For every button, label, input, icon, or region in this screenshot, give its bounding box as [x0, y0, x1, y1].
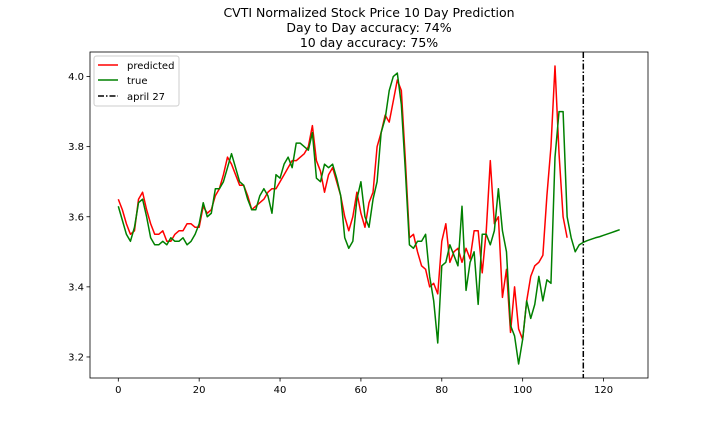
y-tick-label: 3.2 — [68, 352, 84, 363]
legend: predicted true april 27 — [93, 55, 180, 107]
plot-axes-frame — [89, 51, 649, 379]
chart-subtitle-10day-accuracy: 10 day accuracy: 75% — [300, 35, 438, 50]
x-axis-ticks: 0 20 40 60 80 100 120 — [115, 378, 613, 396]
y-tick-label: 4.0 — [68, 72, 84, 83]
x-tick-label: 60 — [355, 385, 368, 396]
chart-title: CVTI Normalized Stock Price 10 Day Predi… — [223, 5, 514, 20]
y-tick-label: 3.4 — [68, 282, 84, 293]
chart-subtitle-day-accuracy: Day to Day accuracy: 74% — [286, 20, 451, 35]
legend-label-april-27: april 27 — [127, 92, 165, 103]
legend-label-predicted: predicted — [127, 61, 174, 72]
y-tick-label: 3.6 — [68, 212, 84, 223]
x-tick-label: 100 — [513, 385, 532, 396]
y-tick-label: 3.8 — [68, 142, 84, 153]
x-tick-label: 120 — [594, 385, 613, 396]
x-tick-label: 20 — [193, 385, 206, 396]
x-tick-label: 40 — [274, 385, 287, 396]
legend-label-true: true — [127, 76, 148, 87]
series-line-predicted — [117, 65, 568, 341]
plot-series — [117, 52, 620, 378]
x-tick-label: 80 — [435, 385, 448, 396]
series-line-true — [117, 72, 620, 365]
y-axis-ticks: 3.2 3.4 3.6 3.8 4.0 — [68, 72, 90, 363]
x-tick-label: 0 — [115, 385, 121, 396]
legend-box — [93, 55, 180, 107]
